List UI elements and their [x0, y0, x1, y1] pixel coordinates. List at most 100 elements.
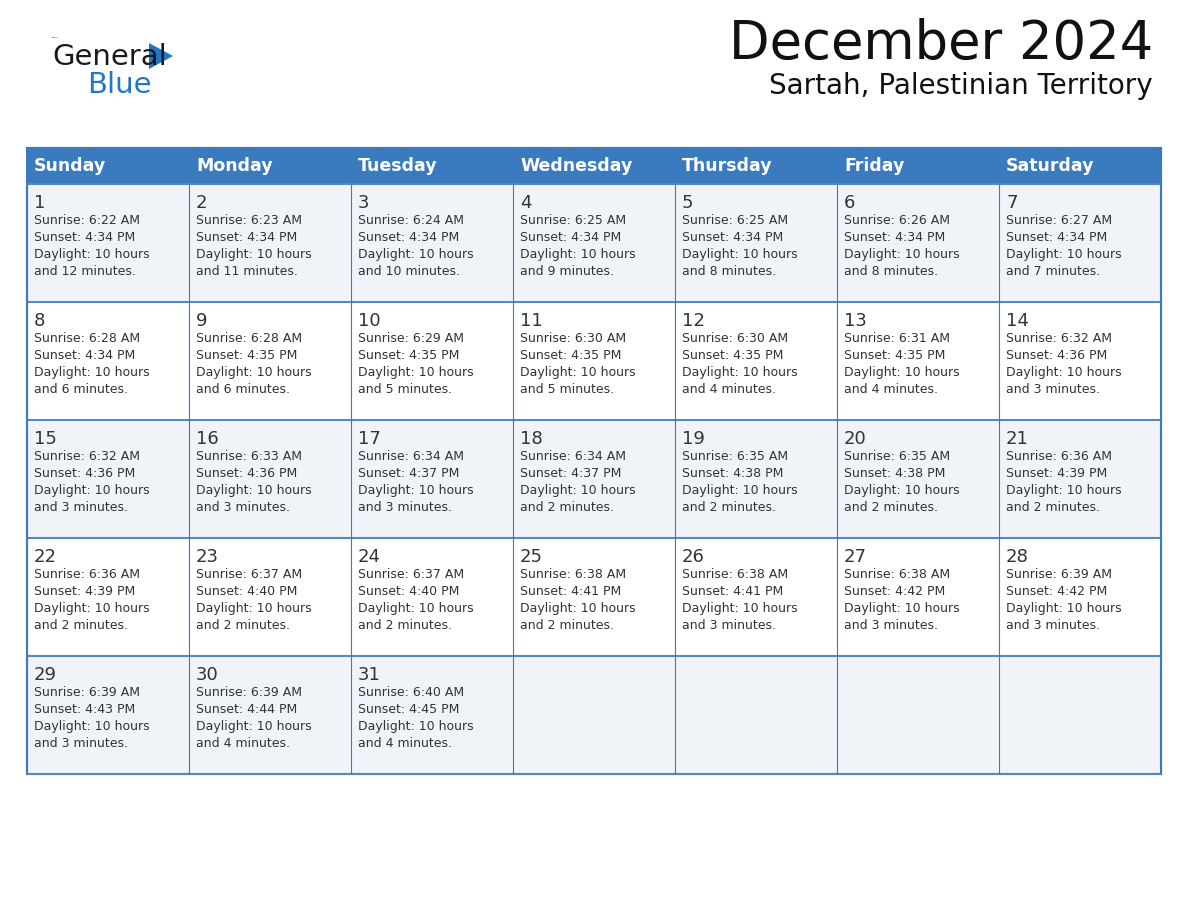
Text: and 6 minutes.: and 6 minutes. [196, 383, 290, 396]
Bar [675, 184, 838, 302]
Text: Daylight: 10 hours: Daylight: 10 hours [682, 248, 797, 261]
Bar [27, 184, 189, 302]
Text: Daylight: 10 hours: Daylight: 10 hours [520, 248, 636, 261]
Bar [27, 302, 189, 420]
Text: and 10 minutes.: and 10 minutes. [358, 265, 460, 278]
Text: Daylight: 10 hours: Daylight: 10 hours [843, 484, 960, 497]
Text: Daylight: 10 hours: Daylight: 10 hours [34, 602, 150, 615]
Bar [513, 538, 675, 656]
Text: Monday: Monday [196, 157, 272, 175]
Text: and 8 minutes.: and 8 minutes. [682, 265, 776, 278]
Bar [999, 420, 1161, 538]
Text: Sunset: 4:40 PM: Sunset: 4:40 PM [358, 585, 460, 598]
Text: Daylight: 10 hours: Daylight: 10 hours [358, 484, 474, 497]
Text: Sunrise: 6:26 AM: Sunrise: 6:26 AM [843, 214, 950, 227]
Text: Thursday: Thursday [682, 157, 772, 175]
Bar [189, 420, 350, 538]
Text: Sunrise: 6:34 AM: Sunrise: 6:34 AM [520, 450, 626, 463]
Bar [350, 184, 513, 302]
Text: Daylight: 10 hours: Daylight: 10 hours [843, 602, 960, 615]
Bar [189, 184, 350, 302]
Text: Sunrise: 6:36 AM: Sunrise: 6:36 AM [1006, 450, 1112, 463]
Text: Daylight: 10 hours: Daylight: 10 hours [196, 248, 311, 261]
Text: 22: 22 [34, 548, 57, 566]
Text: 31: 31 [358, 666, 381, 684]
Bar [189, 148, 350, 184]
Text: Saturday: Saturday [1006, 157, 1094, 175]
Text: and 2 minutes.: and 2 minutes. [34, 619, 128, 632]
Text: Sunrise: 6:30 AM: Sunrise: 6:30 AM [520, 332, 626, 345]
Text: Friday: Friday [843, 157, 904, 175]
Text: Sunset: 4:42 PM: Sunset: 4:42 PM [843, 585, 946, 598]
Text: Daylight: 10 hours: Daylight: 10 hours [34, 248, 150, 261]
Text: Daylight: 10 hours: Daylight: 10 hours [843, 248, 960, 261]
Text: Sunset: 4:36 PM: Sunset: 4:36 PM [196, 467, 297, 480]
Bar [675, 302, 838, 420]
Text: and 3 minutes.: and 3 minutes. [34, 737, 128, 750]
Text: 5: 5 [682, 194, 694, 212]
Text: 30: 30 [196, 666, 219, 684]
Text: 4: 4 [520, 194, 531, 212]
Text: Sunrise: 6:27 AM: Sunrise: 6:27 AM [1006, 214, 1112, 227]
Text: 6: 6 [843, 194, 855, 212]
Text: Sunrise: 6:35 AM: Sunrise: 6:35 AM [682, 450, 788, 463]
Text: Sartah, Palestinian Territory: Sartah, Palestinian Territory [770, 72, 1154, 100]
Text: Sunset: 4:34 PM: Sunset: 4:34 PM [843, 231, 946, 244]
Text: Sunset: 4:38 PM: Sunset: 4:38 PM [843, 467, 946, 480]
Text: Sunrise: 6:23 AM: Sunrise: 6:23 AM [196, 214, 302, 227]
Bar [513, 184, 675, 302]
Bar [838, 148, 999, 184]
Text: Sunrise: 6:28 AM: Sunrise: 6:28 AM [34, 332, 140, 345]
Text: Sunrise: 6:33 AM: Sunrise: 6:33 AM [196, 450, 302, 463]
Text: Sunset: 4:35 PM: Sunset: 4:35 PM [358, 349, 460, 362]
Bar [838, 302, 999, 420]
Bar [189, 656, 350, 774]
Bar [513, 656, 675, 774]
Text: Sunset: 4:35 PM: Sunset: 4:35 PM [520, 349, 621, 362]
Text: Blue: Blue [87, 71, 152, 99]
Text: 19: 19 [682, 430, 704, 448]
Bar [675, 538, 838, 656]
Bar [27, 148, 189, 184]
Text: 11: 11 [520, 312, 543, 330]
Text: Daylight: 10 hours: Daylight: 10 hours [358, 602, 474, 615]
Text: 3: 3 [358, 194, 369, 212]
Text: Sunrise: 6:40 AM: Sunrise: 6:40 AM [358, 686, 465, 699]
Text: Sunrise: 6:37 AM: Sunrise: 6:37 AM [196, 568, 302, 581]
Text: Sunset: 4:43 PM: Sunset: 4:43 PM [34, 703, 135, 716]
Text: Sunset: 4:38 PM: Sunset: 4:38 PM [682, 467, 783, 480]
Text: Sunset: 4:41 PM: Sunset: 4:41 PM [682, 585, 783, 598]
Bar [999, 538, 1161, 656]
Text: and 2 minutes.: and 2 minutes. [1006, 501, 1100, 514]
Text: Daylight: 10 hours: Daylight: 10 hours [34, 366, 150, 379]
Text: 27: 27 [843, 548, 867, 566]
Text: Sunrise: 6:32 AM: Sunrise: 6:32 AM [1006, 332, 1112, 345]
Text: Sunset: 4:34 PM: Sunset: 4:34 PM [682, 231, 783, 244]
Bar [189, 538, 350, 656]
Text: 24: 24 [358, 548, 381, 566]
Text: Sunset: 4:39 PM: Sunset: 4:39 PM [1006, 467, 1107, 480]
Text: Sunset: 4:36 PM: Sunset: 4:36 PM [34, 467, 135, 480]
Text: and 2 minutes.: and 2 minutes. [682, 501, 776, 514]
Bar [27, 420, 189, 538]
Text: and 2 minutes.: and 2 minutes. [196, 619, 290, 632]
Text: 17: 17 [358, 430, 381, 448]
Text: and 7 minutes.: and 7 minutes. [1006, 265, 1100, 278]
Text: 1: 1 [34, 194, 45, 212]
Text: 13: 13 [843, 312, 867, 330]
Text: and 5 minutes.: and 5 minutes. [520, 383, 614, 396]
Text: and 3 minutes.: and 3 minutes. [1006, 619, 1100, 632]
Text: Daylight: 10 hours: Daylight: 10 hours [358, 248, 474, 261]
Text: Daylight: 10 hours: Daylight: 10 hours [358, 366, 474, 379]
Text: 25: 25 [520, 548, 543, 566]
Text: Sunrise: 6:38 AM: Sunrise: 6:38 AM [682, 568, 788, 581]
Text: 28: 28 [1006, 548, 1029, 566]
Text: and 3 minutes.: and 3 minutes. [34, 501, 128, 514]
Text: Sunset: 4:36 PM: Sunset: 4:36 PM [1006, 349, 1107, 362]
Text: 14: 14 [1006, 312, 1029, 330]
Text: Sunset: 4:34 PM: Sunset: 4:34 PM [358, 231, 460, 244]
Text: Daylight: 10 hours: Daylight: 10 hours [196, 602, 311, 615]
Text: General: General [52, 43, 166, 71]
Text: and 5 minutes.: and 5 minutes. [358, 383, 453, 396]
Text: Daylight: 10 hours: Daylight: 10 hours [520, 484, 636, 497]
